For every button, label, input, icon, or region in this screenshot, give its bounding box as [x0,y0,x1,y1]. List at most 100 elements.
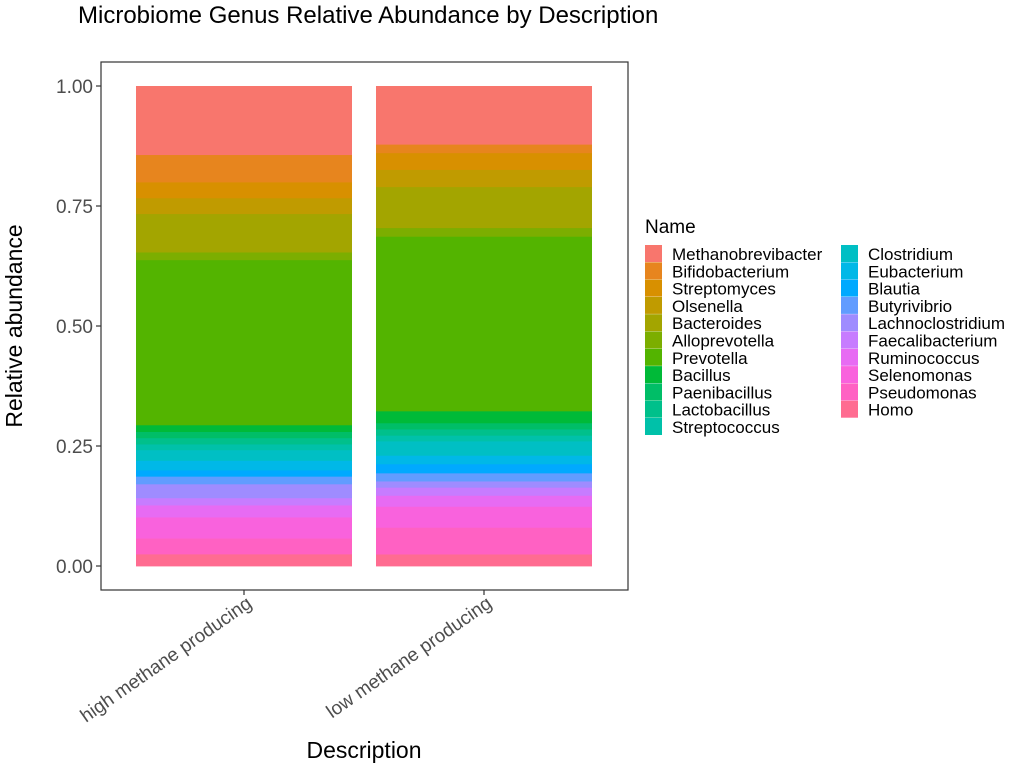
bar-segment [376,422,592,430]
bar-stack [376,86,592,567]
bar-segment [376,506,592,528]
x-tick-label: high methane producing [77,593,256,727]
legend-swatch [841,383,858,401]
bar-segment [136,197,352,215]
bar-segment [376,429,592,436]
legend-label: Bacteroides [672,314,762,333]
bar-segment [136,252,352,261]
legend-swatch [645,383,662,401]
legend-item: Faecalibacterium [841,331,997,351]
legend-swatch [841,296,858,314]
legend-label: Homo [868,401,913,420]
legend-item: Methanobrevibacter [645,245,823,264]
legend-label: Streptococcus [672,418,780,437]
legend-item: Bacillus [645,366,731,385]
legend-label: Alloprevotella [672,332,775,351]
legend-item: Blautia [841,279,921,299]
bar-segment [136,424,352,432]
legend-item: Homo [841,400,913,420]
legend-swatch [841,245,858,262]
legend-swatch [841,366,858,384]
bar-segment [136,182,352,199]
legend-label: Streptomyces [672,280,776,299]
legend-item: Ruminococcus [841,348,980,368]
legend-item: Bacteroides [645,314,762,333]
legend-title: Name [645,217,696,238]
y-tick-label: 0.25 [56,437,93,458]
bar-segment [136,86,352,156]
bar-segment [136,538,352,555]
bar-segment [376,495,592,507]
legend-swatch [645,418,662,435]
legend-label: Clostridium [868,245,953,264]
legend-swatch [645,262,662,280]
legend-swatch [645,314,662,332]
y-tick-label: 0.75 [56,197,93,218]
legend-label: Lachnoclostridium [868,314,1005,333]
legend-item: Streptomyces [645,279,776,299]
x-axis: high methane producing low methane produc… [77,590,496,727]
legend-swatch [841,348,858,366]
legend-label: Lactobacillus [672,401,770,420]
bar-segment [136,444,352,451]
legend-item: Paenibacillus [645,383,772,402]
bar-segment [376,152,592,170]
bar-segment [376,487,592,496]
legend-item: Clostridium [841,245,953,264]
bar-segment [136,517,352,539]
legend-item: Alloprevotella [645,331,775,351]
legend-label: Selenomonas [868,366,972,385]
bar-segment [136,505,352,518]
legend-swatch [645,366,662,384]
legend-item: Bifidobacterium [645,262,789,281]
legend-swatch [841,400,858,418]
legend-item: Selenomonas [841,366,972,385]
legend-swatch [645,331,662,349]
x-tick-label: low methane producing [323,593,496,723]
bar-segment [376,410,592,424]
legend-item: Lactobacillus [645,400,770,420]
bar-segment [136,154,352,183]
legend-swatch [645,400,662,418]
bar-segment [136,483,352,499]
bar-stack [136,86,352,567]
legend-item: Olsenella [645,296,743,316]
legend-swatch [841,262,858,280]
legend-label: Eubacterium [868,262,963,281]
bar-segment [136,476,352,485]
bar-segment [376,169,592,188]
bar-segment [136,460,352,471]
bar-segment [136,259,352,426]
legend-item: Prevotella [645,348,748,368]
bar-segment [136,470,352,477]
legend-item: Butyrivibrio [841,296,952,316]
legend-swatch [645,245,662,262]
legend-swatch [645,279,662,297]
bar-segment [376,472,592,482]
legend: Name MethanobrevibacterBifidobacteriumSt… [645,217,1005,437]
bars [136,86,592,567]
bar-segment [376,236,592,412]
bar-segment [136,449,352,461]
legend-label: Olsenella [672,297,743,316]
bar-segment [376,86,592,145]
bar-segment [136,554,352,567]
bar-segment [376,481,592,488]
legend-label: Bifidobacterium [672,262,789,281]
bar-segment [376,440,592,456]
legend-label: Ruminococcus [868,349,980,368]
bar-segment [376,463,592,474]
legend-label: Pseudomonas [868,383,977,402]
legend-item: Eubacterium [841,262,963,281]
bar-segment [136,497,352,506]
bar-segment [376,435,592,442]
plot-area [100,61,629,591]
legend-item: Pseudomonas [841,383,977,402]
x-axis-title: Description [306,737,421,763]
legend-swatch [841,331,858,349]
legend-label: Paenibacillus [672,383,772,402]
bar-segment [136,431,352,439]
y-axis: 0.00 0.25 0.50 0.75 1.00 [56,77,101,578]
y-tick-label: 1.00 [56,77,93,98]
